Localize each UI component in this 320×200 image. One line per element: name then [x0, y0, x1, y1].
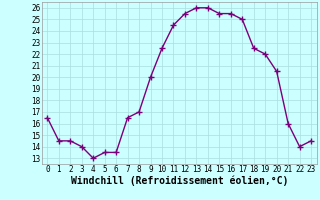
X-axis label: Windchill (Refroidissement éolien,°C): Windchill (Refroidissement éolien,°C): [70, 176, 288, 186]
